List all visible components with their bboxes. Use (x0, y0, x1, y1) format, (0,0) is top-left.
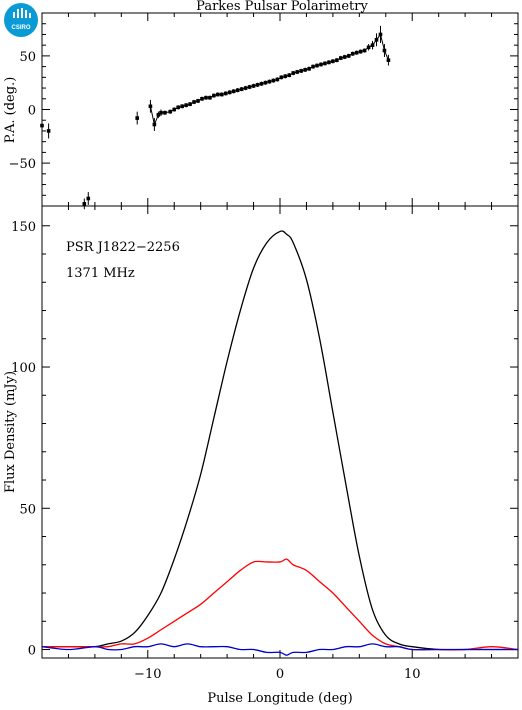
pa-point (386, 58, 391, 62)
flux-y-tick-label: 50 (19, 502, 36, 517)
flux-x-tick-label: 0 (276, 667, 284, 682)
pa-point (82, 202, 87, 206)
pulsar-name-annotation: PSR J1822−2256 (66, 240, 180, 255)
frequency-annotation: 1371 MHz (66, 266, 135, 281)
flux-y-tick-label: 150 (11, 220, 36, 235)
circular-polarization-line (41, 643, 518, 656)
logo-circle (4, 3, 38, 37)
pa-point (86, 196, 91, 201)
flux-y-tick-label: 100 (11, 361, 36, 376)
total-intensity-line (41, 230, 518, 651)
chart-title: Parkes Pulsar Polarimetry (196, 0, 368, 14)
flux-ylabel: Flux Density (mJy) (3, 371, 18, 493)
pa-connecting-line (149, 33, 389, 127)
top-panel-frame (41, 12, 519, 207)
pa-y-tick-label: 0 (28, 104, 36, 119)
pa-y-tick-label: 50 (19, 50, 36, 65)
csiro-logo: CSIRO (4, 3, 38, 37)
pa-point (40, 123, 44, 128)
pa-ylabel: P.A. (deg.) (3, 77, 18, 144)
pa-point (46, 129, 51, 133)
logo-text: CSIRO (11, 25, 30, 31)
pa-y-tick-label: −50 (9, 157, 36, 172)
flux-x-tick-label: −10 (134, 667, 161, 682)
pa-point (135, 116, 139, 120)
logo-bars-icon (13, 8, 31, 18)
pa-plot: −50 0 50 (9, 12, 519, 210)
pa-point (148, 104, 153, 109)
flux-x-tick-label: 10 (404, 667, 421, 682)
flux-y-tick-label: 0 (28, 644, 36, 659)
linear-polarization-line (41, 558, 519, 651)
flux-xlabel: Pulse Longitude (deg) (207, 691, 352, 706)
